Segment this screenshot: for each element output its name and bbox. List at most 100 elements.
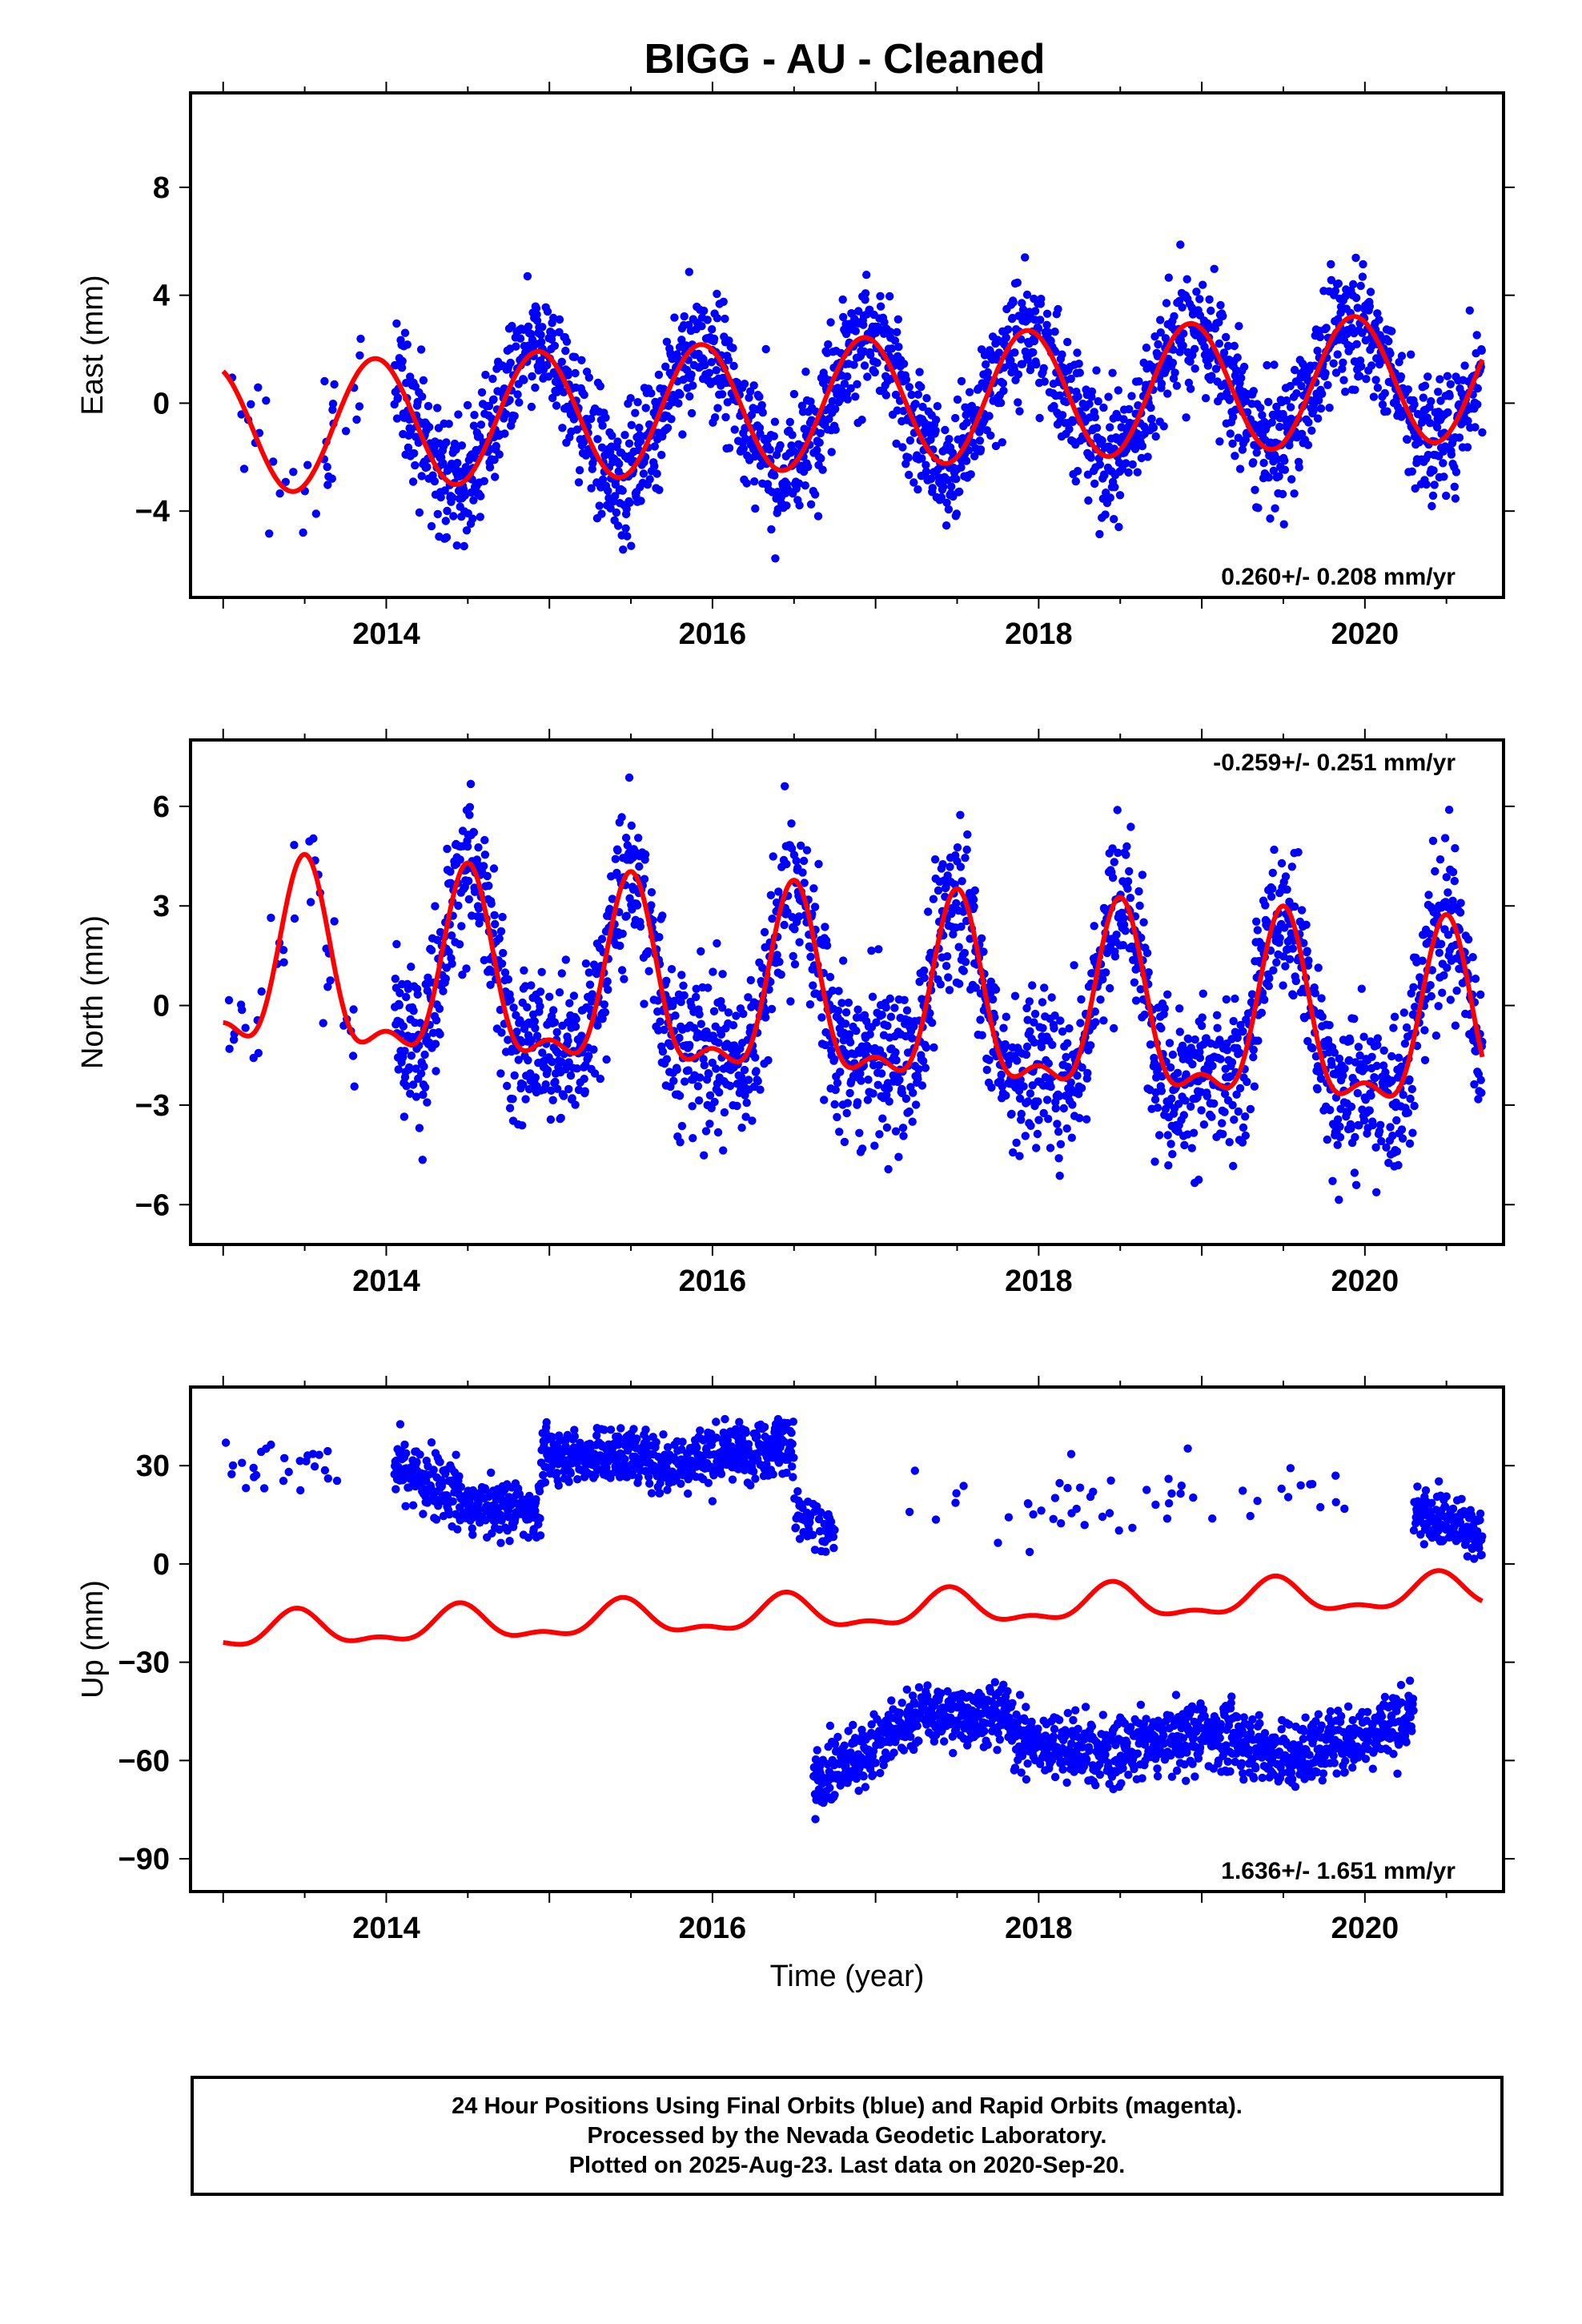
data-point xyxy=(1066,1078,1075,1087)
data-point xyxy=(963,830,972,839)
data-point xyxy=(917,454,926,463)
data-point xyxy=(966,470,975,479)
data-point xyxy=(1234,433,1243,442)
data-point xyxy=(531,1073,540,1082)
data-point xyxy=(1315,332,1325,342)
data-point xyxy=(1323,380,1332,389)
data-point xyxy=(262,396,271,405)
data-point xyxy=(1219,1130,1227,1139)
data-point xyxy=(228,1461,238,1470)
data-point xyxy=(1334,315,1343,324)
data-point xyxy=(1096,995,1105,1004)
data-point xyxy=(1446,380,1456,388)
data-point xyxy=(1106,983,1114,993)
y-tick-label: 3 xyxy=(153,890,170,923)
data-point xyxy=(1188,1059,1197,1069)
data-point xyxy=(580,1075,588,1084)
data-point xyxy=(395,1001,404,1010)
data-point xyxy=(1408,1128,1417,1137)
data-point xyxy=(474,904,484,913)
data-point xyxy=(696,1073,705,1082)
data-point xyxy=(713,314,722,323)
data-point xyxy=(1372,1061,1382,1071)
data-point xyxy=(1249,387,1259,396)
data-point xyxy=(1347,1124,1355,1133)
data-point xyxy=(541,1080,550,1089)
data-point xyxy=(960,948,970,958)
data-point xyxy=(703,316,712,324)
data-point xyxy=(688,1102,697,1111)
data-point xyxy=(863,372,872,381)
data-point xyxy=(1073,348,1082,357)
data-point xyxy=(1351,385,1359,394)
data-point xyxy=(713,1128,723,1137)
data-point xyxy=(468,514,477,523)
data-point xyxy=(1010,348,1019,357)
data-point xyxy=(1032,1144,1041,1152)
data-point xyxy=(704,983,713,992)
data-point xyxy=(961,958,970,967)
data-point xyxy=(1351,293,1361,303)
data-point xyxy=(797,841,805,850)
data-point xyxy=(328,400,338,408)
data-point xyxy=(1473,384,1483,393)
data-point xyxy=(809,981,817,990)
data-point xyxy=(315,1450,323,1459)
data-point xyxy=(952,899,961,908)
data-point xyxy=(1328,1176,1337,1186)
data-point xyxy=(1353,1088,1363,1098)
data-point xyxy=(845,1088,854,1098)
data-point xyxy=(399,1022,408,1031)
data-point xyxy=(829,1055,839,1063)
data-point xyxy=(481,370,490,380)
data-point xyxy=(1053,1120,1062,1128)
data-point xyxy=(1470,1080,1479,1089)
data-point xyxy=(1058,350,1066,359)
data-point xyxy=(1022,290,1032,300)
data-point xyxy=(712,366,721,375)
data-point xyxy=(1062,1052,1070,1062)
data-point xyxy=(447,931,456,940)
data-point xyxy=(465,810,474,819)
data-point xyxy=(1471,423,1480,432)
data-point xyxy=(938,860,947,869)
data-point xyxy=(600,1000,608,1009)
data-point xyxy=(485,463,495,472)
data-point xyxy=(739,444,748,453)
data-point xyxy=(1038,998,1047,1007)
data-point xyxy=(1355,1051,1364,1060)
data-point xyxy=(1123,884,1132,893)
data-point xyxy=(542,1417,551,1427)
data-point xyxy=(1411,1003,1419,1011)
data-point xyxy=(527,1035,536,1045)
data-point xyxy=(1015,407,1024,416)
data-point xyxy=(802,846,812,854)
data-point xyxy=(1006,356,1015,365)
data-point xyxy=(1397,1125,1407,1134)
data-point xyxy=(1082,1115,1091,1124)
y-tick-label: 6 xyxy=(153,790,170,824)
data-point xyxy=(564,371,572,380)
data-point xyxy=(663,424,673,432)
data-point xyxy=(584,373,593,382)
data-point xyxy=(1178,303,1186,312)
data-point xyxy=(742,1098,751,1108)
data-point xyxy=(861,296,869,304)
data-point xyxy=(956,862,966,871)
data-point xyxy=(543,360,552,370)
data-point xyxy=(717,1030,726,1039)
data-point xyxy=(613,846,622,855)
data-point xyxy=(1380,388,1390,398)
data-point xyxy=(1157,379,1166,388)
data-point xyxy=(1304,418,1313,427)
data-point xyxy=(466,779,476,789)
y-axis-label: East (mm) xyxy=(76,275,110,415)
data-point xyxy=(634,834,643,842)
data-point xyxy=(1233,353,1242,362)
data-point xyxy=(1137,453,1146,463)
data-point xyxy=(1354,1043,1363,1051)
data-point xyxy=(548,329,557,338)
data-point xyxy=(761,344,770,354)
data-point xyxy=(1359,1032,1368,1041)
data-point xyxy=(530,1017,539,1026)
